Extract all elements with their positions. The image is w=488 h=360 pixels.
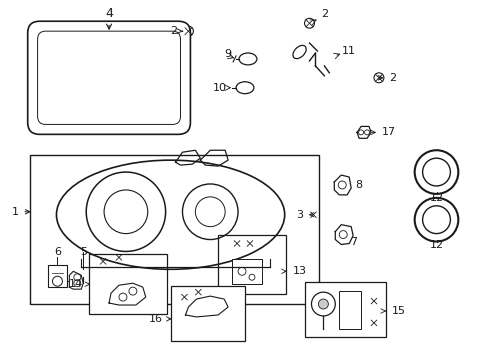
Text: 11: 11 bbox=[342, 46, 355, 56]
Text: 9: 9 bbox=[224, 49, 231, 59]
Bar bbox=[218, 235, 285, 294]
Text: 10: 10 bbox=[213, 83, 227, 93]
Text: 6: 6 bbox=[54, 247, 61, 257]
Text: 4: 4 bbox=[105, 7, 113, 29]
Text: 12: 12 bbox=[428, 240, 443, 251]
Text: 16: 16 bbox=[148, 314, 170, 324]
Bar bbox=[232, 260, 262, 284]
Text: 2: 2 bbox=[170, 26, 183, 36]
Text: 1: 1 bbox=[12, 207, 30, 217]
Text: 12: 12 bbox=[428, 193, 443, 203]
Bar bbox=[170, 286, 244, 341]
Text: 17: 17 bbox=[370, 127, 395, 138]
Text: 8: 8 bbox=[355, 180, 362, 190]
Text: 14: 14 bbox=[69, 279, 89, 289]
Bar bbox=[339, 291, 360, 329]
Bar bbox=[304, 282, 385, 337]
Text: 2: 2 bbox=[377, 73, 396, 83]
Text: 5: 5 bbox=[80, 247, 86, 257]
Bar bbox=[47, 265, 67, 287]
FancyBboxPatch shape bbox=[28, 21, 190, 134]
Bar bbox=[30, 155, 319, 304]
FancyBboxPatch shape bbox=[38, 31, 180, 125]
Text: 15: 15 bbox=[380, 306, 405, 316]
Text: 3: 3 bbox=[295, 210, 313, 220]
Circle shape bbox=[318, 299, 327, 309]
Bar bbox=[89, 255, 166, 314]
Text: 13: 13 bbox=[281, 266, 306, 276]
Text: 2: 2 bbox=[320, 9, 327, 19]
Text: 7: 7 bbox=[350, 237, 357, 247]
